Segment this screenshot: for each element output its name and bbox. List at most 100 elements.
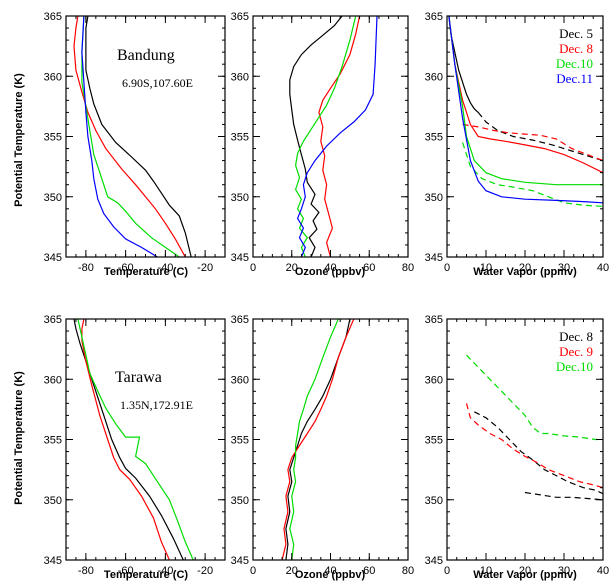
site-name-bandung: Bandung	[117, 47, 175, 64]
series-line-dec-8	[318, 16, 361, 257]
series-line-dec-10	[448, 16, 603, 186]
y-tick-label: 355	[425, 132, 443, 144]
x-tick-label: 80	[402, 565, 414, 577]
series-line-dec-8	[285, 319, 351, 560]
series-line-dec-10-dashed	[462, 142, 603, 207]
series-line-dec-8-dashed	[524, 491, 603, 501]
panel-4: 0 20 40 60 80 345 350 355 360 365	[231, 314, 414, 577]
x-tick-label: 0	[250, 565, 256, 577]
x-tick-label: -40	[157, 262, 173, 274]
series-line-dec-5	[448, 16, 479, 113]
panel-1: 0 20 40 60 80 345 350 355 360 365	[231, 11, 414, 274]
x-tick-label: 40	[324, 565, 336, 577]
series-group	[448, 16, 603, 207]
y-tick-label: 350	[231, 495, 249, 507]
series-line-dec-9	[81, 319, 170, 560]
y-tick-label: 365	[231, 314, 249, 326]
y-tick-label: 360	[44, 374, 62, 386]
series-line-dec-10	[289, 319, 339, 560]
series-line-dec-11	[296, 16, 378, 257]
legend-entry: Dec. 5	[559, 26, 593, 41]
series-line-dec-8-dashed	[474, 411, 603, 495]
y-tick-label: 350	[44, 192, 62, 204]
series-group	[465, 354, 603, 501]
y-tick-label: 360	[231, 374, 249, 386]
series-line-dec-5	[289, 16, 343, 257]
series-group	[289, 16, 378, 257]
x-tick-label: 10	[480, 565, 492, 577]
series-line-dec-9-dashed	[465, 403, 603, 489]
x-axis-title-temperature-bottom: Temperature (C)	[104, 569, 188, 581]
x-tick-label: 40	[324, 262, 336, 274]
panel-0: -80 -60 -40 -20 345 350 355 360 365	[44, 11, 226, 274]
y-tick-label: 350	[425, 192, 443, 204]
series-line-dec-8	[73, 319, 184, 560]
series-line-dec-10-dashed	[466, 354, 603, 441]
x-axis-title-ozone-top: Ozone (ppbv)	[295, 266, 366, 278]
y-tick-label: 345	[44, 252, 62, 264]
y-tick-label: 345	[44, 555, 62, 567]
series-line-dec-10	[77, 319, 194, 560]
panel-3: -80 -60 -40 -20 345 350 355 360 365	[44, 314, 226, 577]
site-name-tarawa: Tarawa	[115, 369, 162, 386]
y-tick-label: 350	[425, 495, 443, 507]
series-line-dec-5-dashed	[477, 112, 603, 162]
y-tick-label: 345	[231, 555, 249, 567]
legend-entry: Dec. 8	[559, 41, 593, 56]
x-tick-label: 20	[519, 565, 531, 577]
y-axis-title-bottom: Potential Temperature (K)	[13, 371, 25, 505]
x-tick-label: 20	[286, 262, 298, 274]
site-coords-bandung: 6.90S,107.60E	[122, 76, 193, 90]
y-tick-label: 360	[425, 374, 443, 386]
x-tick-label: 40	[597, 262, 609, 274]
x-tick-label: 60	[363, 262, 375, 274]
x-axis-title-ozone-bottom: Ozone (ppbv)	[295, 569, 366, 581]
y-tick-label: 365	[425, 314, 443, 326]
x-tick-label: -20	[197, 565, 213, 577]
x-tick-label: 30	[558, 565, 570, 577]
y-tick-label: 365	[425, 11, 443, 23]
plot-frame	[65, 318, 226, 561]
x-axis-title-water-vapor-bottom: Water Vapor (ppmv)	[473, 569, 577, 581]
series-line-dec-9	[281, 319, 355, 560]
y-tick-label: 360	[425, 71, 443, 83]
x-tick-label: 40	[597, 565, 609, 577]
series-group	[281, 319, 355, 560]
y-tick-label: 355	[425, 435, 443, 447]
plots: -80 -60 -40 -20 345 350 355 360 365 0 20 40 60 80 345 3…	[44, 11, 609, 577]
y-tick-label: 365	[231, 11, 249, 23]
x-tick-label: -40	[157, 565, 173, 577]
x-axis-title-water-vapor-top: Water Vapor (ppmv)	[473, 266, 577, 278]
y-tick-label: 345	[425, 555, 443, 567]
legend-entry: Dec.11	[556, 71, 593, 86]
x-tick-label: -80	[78, 565, 94, 577]
x-tick-label: 20	[286, 565, 298, 577]
y-tick-label: 355	[231, 132, 249, 144]
site-coords-tarawa: 1.35N,172.91E	[120, 398, 193, 412]
y-tick-label: 365	[44, 314, 62, 326]
series-line-dec-11	[81, 16, 158, 257]
x-tick-label: -20	[197, 262, 213, 274]
y-tick-label: 355	[44, 132, 62, 144]
x-tick-label: 30	[558, 262, 570, 274]
series-group	[73, 16, 192, 257]
x-tick-label: 80	[402, 262, 414, 274]
x-tick-label: 0	[250, 262, 256, 274]
legend-entry: Dec.10	[556, 359, 593, 374]
x-tick-label: 20	[519, 262, 531, 274]
y-tick-label: 350	[44, 495, 62, 507]
x-tick-label: 60	[363, 565, 375, 577]
x-tick-label: -60	[118, 565, 134, 577]
y-tick-label: 345	[231, 252, 249, 264]
y-tick-label: 350	[231, 192, 249, 204]
plot-frame	[252, 318, 409, 561]
x-tick-label: -60	[118, 262, 134, 274]
series-line-dec-8	[448, 16, 603, 174]
y-tick-label: 360	[44, 71, 62, 83]
series-line-dec-8	[73, 16, 186, 257]
y-tick-label: 360	[231, 71, 249, 83]
series-line-dec-10	[294, 16, 357, 257]
y-tick-label: 345	[425, 252, 443, 264]
